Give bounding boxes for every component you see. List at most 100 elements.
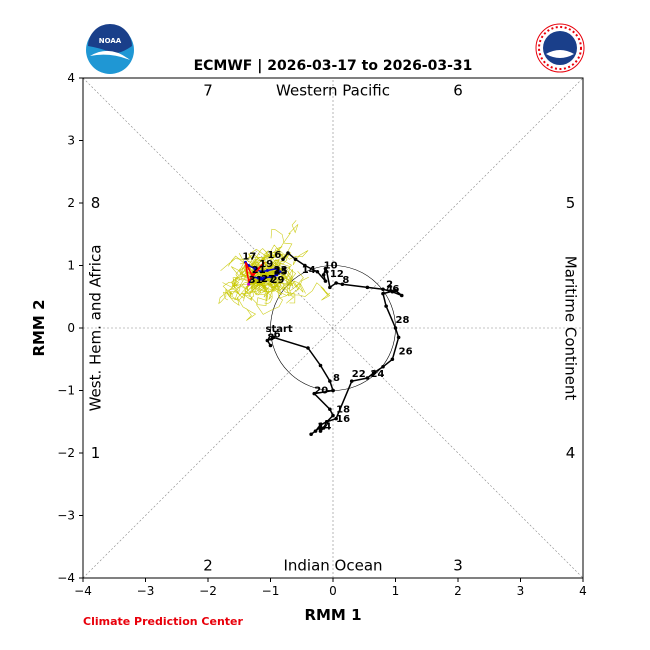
- nws-logo-lettering: [538, 26, 582, 70]
- y-tick-label: −1: [57, 384, 75, 398]
- ensemble-member-line: [220, 255, 261, 272]
- phase-label: 7: [203, 82, 213, 100]
- observed-point: [381, 364, 385, 369]
- x-tick-label: 0: [329, 584, 337, 598]
- observed-day-label: 8: [333, 373, 340, 384]
- x-tick-label: 2: [454, 584, 462, 598]
- ensemble-member-line: [256, 282, 283, 315]
- forecast-day-label: 17: [242, 251, 256, 262]
- start-label: start: [266, 324, 293, 335]
- observed-point: [390, 289, 395, 294]
- ensemble-member-line: [230, 256, 267, 281]
- observed-point: [271, 335, 276, 340]
- observed-trajectory: [266, 251, 403, 435]
- x-axis-label: RMM 1: [304, 606, 361, 624]
- observed-day-label: 14: [317, 421, 331, 432]
- ensemble-member-line: [257, 246, 284, 270]
- forecast-start-line: [244, 261, 265, 283]
- region-label-top: Western Pacific: [276, 82, 390, 100]
- ensemble-member-line: [218, 277, 260, 305]
- ensemble-mean-point: [256, 276, 260, 280]
- observed-point: [323, 279, 328, 283]
- region-label-bottom: Indian Ocean: [283, 557, 382, 575]
- observed-day-label: 20: [314, 386, 328, 397]
- y-tick-label: 3: [67, 134, 75, 148]
- x-tick-label: −1: [262, 584, 280, 598]
- observed-point: [328, 407, 332, 412]
- observed-day-label: 12: [330, 269, 344, 280]
- observed-point: [268, 343, 273, 348]
- observed-point: [293, 257, 298, 262]
- observed-point: [349, 379, 354, 383]
- ensemble-mean-point: [253, 267, 257, 271]
- noaa-logo-wave: [90, 50, 130, 60]
- observed-point: [334, 281, 338, 285]
- ensemble-member-line: [254, 252, 289, 287]
- x-tick-label: −2: [199, 584, 217, 598]
- observed-day-label: 10: [324, 261, 338, 272]
- observed-day-label: 8: [342, 275, 349, 286]
- nws-logo-cloud: [546, 50, 574, 58]
- phase-label: 4: [566, 444, 576, 462]
- forecast-day-label: 31: [249, 275, 263, 286]
- forecast-day-label: 27: [261, 274, 275, 285]
- observed-point: [265, 338, 270, 343]
- observed-point: [393, 326, 398, 330]
- observed-day-label: 6: [392, 284, 399, 295]
- y-tick-label: −3: [57, 509, 75, 523]
- noaa-logo: NOAA: [86, 24, 134, 74]
- observed-point: [315, 269, 320, 274]
- observed-point: [324, 269, 329, 274]
- observed-point: [340, 282, 345, 287]
- forecast-day-label: 19: [259, 259, 273, 270]
- observed-point: [365, 376, 370, 380]
- x-tick-label: 1: [392, 584, 400, 598]
- observed-point: [390, 357, 395, 362]
- forecast-day-label: 21: [252, 265, 266, 276]
- ensemble-member-line: [226, 281, 262, 321]
- observed-day-label: 6: [274, 329, 281, 340]
- observed-point: [331, 413, 335, 418]
- ensemble-mean-point: [269, 275, 272, 279]
- y-axis-label: RMM 2: [30, 299, 48, 356]
- observed-point: [328, 379, 332, 383]
- y-tick-label: −2: [57, 446, 75, 460]
- observed-point: [381, 291, 385, 296]
- observed-point: [309, 432, 313, 437]
- noaa-logo-top: [88, 24, 132, 54]
- observed-point: [384, 304, 388, 308]
- observed-day-label: 4: [386, 284, 393, 295]
- observed-point: [381, 287, 385, 292]
- observed-day-label: 16: [267, 250, 281, 261]
- observed-point: [324, 419, 329, 424]
- y-tick-label: 4: [67, 71, 75, 85]
- observed-point: [303, 263, 307, 268]
- observed-point: [393, 288, 398, 293]
- ensemble-member-line: [232, 278, 262, 301]
- y-tick-label: 2: [67, 196, 75, 210]
- observed-point: [313, 429, 318, 433]
- phase-label: 1: [91, 444, 101, 462]
- observed-point: [312, 391, 317, 396]
- forecast-day-label: 25: [274, 266, 288, 277]
- ensemble-member-line: [268, 274, 295, 304]
- observed-point: [371, 371, 376, 375]
- x-tick-label: −4: [74, 584, 92, 598]
- observed-point: [399, 293, 404, 298]
- y-tick-label: 0: [67, 321, 75, 335]
- x-tick-label: 4: [579, 584, 587, 598]
- forecast-day-label: 23: [274, 265, 288, 276]
- ensemble-mean-point: [275, 273, 279, 277]
- observed-point: [286, 251, 290, 255]
- forecast-day-label: 29: [271, 275, 285, 286]
- observed-point: [318, 423, 323, 427]
- region-label-right: Maritime Continent: [562, 256, 580, 401]
- phase-label: 2: [203, 557, 213, 575]
- ensemble-mean-point: [275, 267, 279, 271]
- observed-point: [396, 335, 401, 340]
- observed-point: [365, 285, 370, 290]
- observed-day-label: 26: [399, 346, 413, 357]
- y-tick-label: −4: [57, 571, 75, 585]
- observed-day-label: 16: [336, 414, 350, 425]
